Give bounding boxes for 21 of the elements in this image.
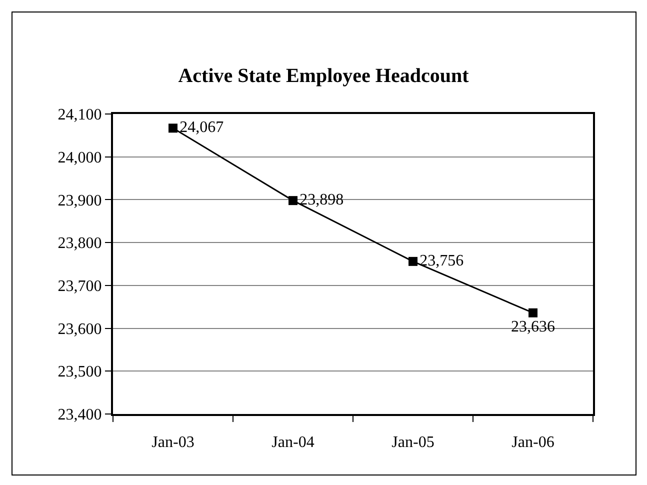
y-tick-label: 24,000 <box>58 149 102 166</box>
point <box>168 124 178 133</box>
point <box>528 308 538 318</box>
y-tick-label: 23,500 <box>58 364 102 381</box>
data-label: 23,636 <box>511 318 555 336</box>
x-tick-label: Jan-05 <box>392 434 434 452</box>
y-tick-label: 23,800 <box>58 235 102 252</box>
data-label: 24,067 <box>180 119 224 136</box>
point <box>288 196 298 206</box>
x-tick-label: Jan-03 <box>152 434 194 452</box>
y-tick-label: 24,100 <box>58 106 102 124</box>
y-tick-label: 23,400 <box>58 406 102 424</box>
data-label: 23,898 <box>300 192 344 209</box>
y-tick-label: 23,600 <box>58 320 102 338</box>
x-tick-label: Jan-06 <box>512 434 554 452</box>
y-tick-label: 23,700 <box>58 278 102 296</box>
y-tick-label: 23,900 <box>58 192 102 210</box>
x-tick-label: Jan-04 <box>272 434 314 452</box>
data-label: 23,756 <box>420 252 464 270</box>
point <box>408 256 418 266</box>
chart-title: Active State Employee Headcount <box>178 65 470 87</box>
